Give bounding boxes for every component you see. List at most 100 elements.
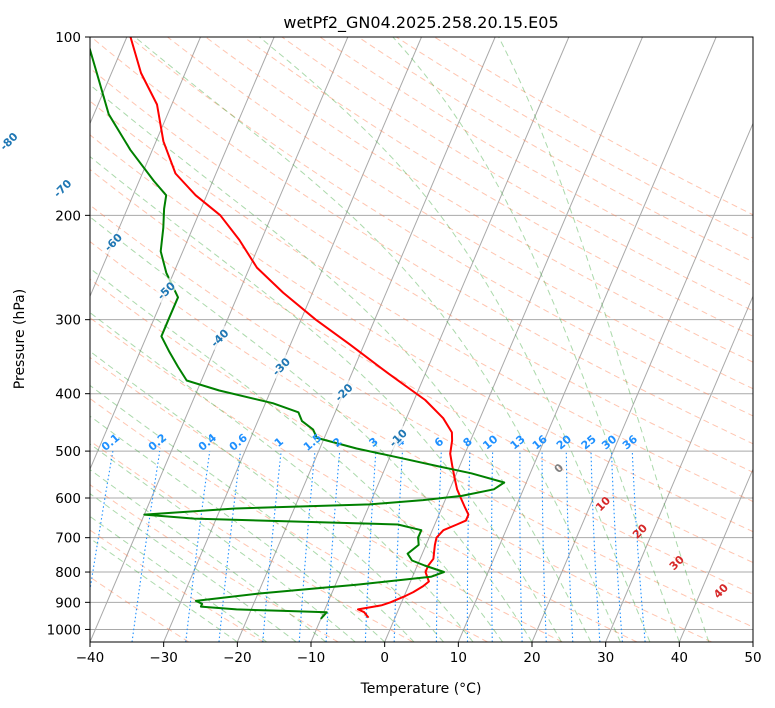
dry-adiabat: [90, 37, 753, 445]
y-tick-label: 900: [55, 595, 81, 611]
moist-adiabat: [90, 493, 297, 642]
mixing-ratio-line: [218, 451, 242, 642]
isotherm-line: [90, 37, 275, 471]
moist-adiabat: [90, 267, 503, 642]
isotherm-label-bg: [0, 127, 22, 155]
dry-adiabat: [90, 168, 753, 564]
y-tick-label: 400: [55, 387, 81, 403]
mixing-ratio-label: 0.4: [196, 431, 220, 454]
x-tick-label: −40: [76, 650, 105, 666]
x-tick-label: 0: [380, 650, 389, 666]
moist-adiabat-label: 10: [593, 494, 613, 514]
isotherm-line: [310, 37, 570, 642]
moist-adiabat: [134, 37, 621, 642]
isotherm-line: [605, 295, 753, 642]
plot-frame: [89, 36, 754, 643]
x-tick-label: −30: [149, 650, 178, 666]
mixing-ratio-line: [298, 451, 316, 642]
isotherm-label-bg: [384, 424, 411, 451]
dry-adiabat: [434, 37, 753, 216]
mixing-ratio-line: [364, 451, 377, 642]
dry-adiabat: [90, 204, 753, 595]
mixing-ratio-line: [631, 451, 646, 642]
mixing-ratio-line: [185, 451, 211, 642]
isotherm-line: [163, 37, 422, 642]
x-tick-label: 40: [671, 650, 688, 666]
isotherm-line: [457, 37, 717, 642]
x-tick-label: 20: [523, 650, 540, 666]
isotherm-line: [236, 37, 496, 642]
mixing-ratio-label: 1: [272, 435, 286, 450]
dry-adiabat: [90, 440, 414, 642]
y-tick-label: 100: [55, 30, 81, 46]
dry-adiabat: [90, 317, 638, 642]
isotherm-label-bg: [206, 324, 233, 351]
y-tick-label: 200: [55, 208, 81, 224]
dry-adiabat: [129, 37, 753, 417]
moist-adiabat: [392, 37, 680, 642]
mixing-ratio-label: 8: [461, 435, 475, 450]
dry-adiabat: [90, 397, 488, 642]
isotherm-line: [678, 467, 753, 642]
moist-adiabat: [498, 37, 710, 642]
moist-adiabat: [90, 216, 533, 642]
moist-adiabat-label: 0: [552, 461, 567, 476]
isotherm-label: -80: [0, 130, 21, 153]
isotherm-label-bg: [267, 353, 294, 380]
dry-adiabat: [243, 37, 753, 337]
moist-adiabat-label: 20: [630, 521, 650, 541]
dry-adiabat: [90, 529, 264, 642]
x-tick-label: 30: [597, 650, 614, 666]
isotherm-label-bg: [99, 228, 126, 255]
y-tick-label: 500: [55, 444, 81, 460]
y-tick-label: 700: [55, 531, 81, 547]
moist-adiabat: [90, 415, 386, 642]
x-axis-title: Temperature (°C): [360, 681, 482, 697]
moist-adiabat: [90, 443, 356, 642]
mixing-ratio-line: [466, 451, 471, 642]
mixing-ratio-line: [435, 451, 442, 642]
isotherm-label-bg: [152, 277, 179, 304]
mixing-ratio-line: [565, 451, 574, 642]
y-tick-label: 800: [55, 565, 81, 581]
x-tick-label: −10: [297, 650, 326, 666]
mixing-ratio-label: 6: [432, 435, 446, 450]
y-tick-label: 600: [55, 491, 81, 507]
moist-adiabat: [90, 155, 562, 642]
mixing-ratio-line: [262, 451, 282, 642]
mixing-ratio-label: 1.5: [301, 431, 324, 453]
moist-adiabat: [90, 469, 327, 642]
dry-adiabat: [205, 37, 753, 363]
moist-adiabat: [90, 384, 415, 642]
dry-adiabat: [90, 100, 753, 503]
mixing-ratio-label: 0.6: [227, 431, 251, 454]
isotherm-line: [752, 640, 753, 642]
moist-adiabat: [90, 537, 238, 642]
mixing-ratio-line: [90, 450, 114, 594]
moist-adiabat: [259, 37, 651, 642]
temperature-profile: [129, 37, 470, 619]
mixing-ratio-label: 36: [620, 432, 640, 452]
isotherm-label-bg: [330, 378, 357, 406]
mixing-ratio-label: 3: [367, 435, 381, 450]
mixing-ratio-label: 16: [530, 432, 550, 452]
chart-title: wetPf2_GN04.2025.258.20.15.E05: [283, 13, 558, 33]
dry-adiabat: [90, 134, 753, 533]
dry-adiabat: [357, 37, 753, 263]
mixing-ratio-label: 25: [579, 433, 599, 453]
y-tick-label: 300: [55, 313, 81, 329]
mixing-ratio-label: 2: [330, 435, 344, 450]
dry-adiabat: [90, 241, 753, 628]
dry-adiabat: [90, 278, 712, 642]
isotherm-line: [384, 37, 643, 642]
y-axis-title: Pressure (hPa): [12, 289, 28, 389]
moist-adiabat: [90, 350, 444, 642]
moist-adiabat: [90, 311, 474, 642]
mixing-ratio-label: 20: [554, 432, 574, 452]
dry-adiabat: [167, 37, 753, 390]
x-tick-label: 50: [744, 650, 761, 666]
moist-adiabat-label: 30: [667, 553, 687, 573]
mixing-ratio-line: [131, 451, 161, 642]
x-tick-label: 10: [450, 650, 467, 666]
